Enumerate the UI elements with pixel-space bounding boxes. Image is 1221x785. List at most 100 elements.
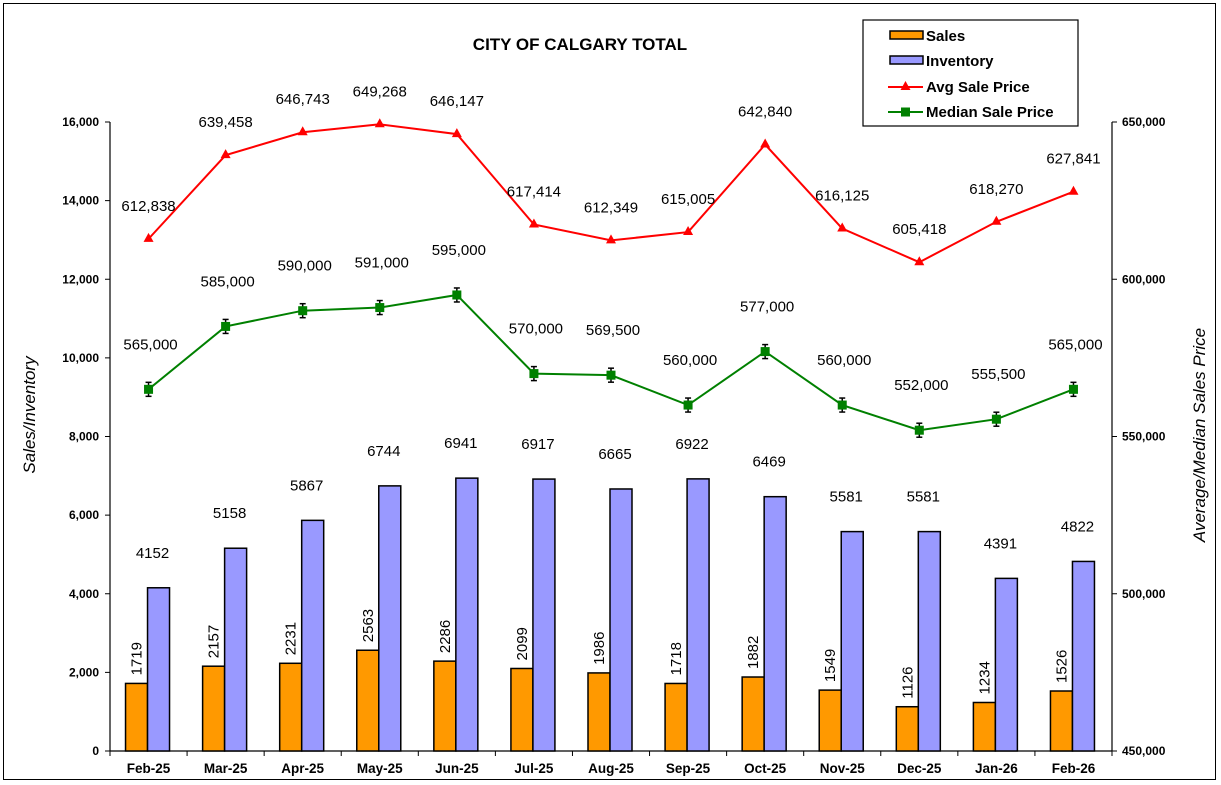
inventory-data-label: 4391 <box>984 535 1017 552</box>
avg-price-marker <box>1068 185 1079 195</box>
sales-bar <box>278 662 303 752</box>
avg-price-data-label: 612,349 <box>584 199 638 216</box>
sales-bar <box>972 701 997 752</box>
legend-label: Inventory <box>926 53 994 70</box>
x-axis: Feb-25 Mar-25 Apr-25 May-25 Jun-25 Jul-25 Aug-… <box>109 750 1113 776</box>
right-tick-label: 450,000 <box>1122 744 1166 758</box>
x-tick-label: Oct-25 <box>744 761 787 776</box>
inventory-bar <box>840 530 864 752</box>
median-price-marker <box>1068 384 1078 394</box>
avg-price-data-label: 612,838 <box>121 198 175 215</box>
median-price-data-label: 570,000 <box>509 321 563 338</box>
avg-price-marker <box>143 232 154 242</box>
median-price-data-label: 591,000 <box>355 255 409 272</box>
inventory-data-label: 5581 <box>907 489 940 506</box>
right-tick-label: 550,000 <box>1122 430 1166 444</box>
left-tick-label: 10,000 <box>62 351 99 365</box>
median-price-marker <box>144 384 154 394</box>
inventory-data-label: 4152 <box>136 545 169 562</box>
avg-price-marker <box>374 118 385 128</box>
inventory-bar <box>917 530 942 752</box>
median-price-data-label: 560,000 <box>663 352 717 369</box>
median-price-data-label: 585,000 <box>200 273 254 290</box>
left-tick-label: 14,000 <box>62 194 99 208</box>
sales-data-label: 2157 <box>206 625 223 658</box>
sales-data-label: 1234 <box>976 661 993 694</box>
avg-price-data-label: 649,268 <box>353 83 407 100</box>
avg-price-data-label: 618,270 <box>969 181 1023 198</box>
left-tick-label: 16,000 <box>62 115 99 129</box>
avg-price-marker <box>606 234 616 244</box>
sales-bar <box>818 689 842 752</box>
left-tick-label: 4,000 <box>69 587 99 601</box>
median-price-marker <box>375 303 385 313</box>
sales-data-label: 1526 <box>1053 650 1070 683</box>
inventory-bar <box>763 495 787 752</box>
avg-price-data-label: 605,418 <box>892 221 946 238</box>
inventory-bar <box>223 547 248 752</box>
inventory-bar <box>1071 560 1096 752</box>
x-tick-label: Jan-26 <box>975 761 1018 776</box>
inventory-data-label: 5158 <box>213 505 246 522</box>
inventory-data-label: 6469 <box>752 454 785 471</box>
sales-data-label: 1882 <box>745 636 762 669</box>
median-price-marker <box>221 321 231 331</box>
legend-swatch-sales <box>889 30 924 40</box>
sales-bar <box>741 676 765 752</box>
median-price-marker <box>452 290 462 300</box>
inventory-bar <box>532 478 556 752</box>
median-price-marker <box>760 347 770 357</box>
sales-data-label: 1986 <box>591 632 608 665</box>
triangle-icon <box>900 81 911 90</box>
lines <box>143 118 1079 438</box>
x-tick-label: May-25 <box>357 761 403 776</box>
left-axis: 0 2,000 4,000 6,000 8,000 10,000 12,000 14,000 1… <box>62 115 111 758</box>
sales-bar <box>510 667 534 752</box>
avg-price-marker <box>683 226 694 236</box>
legend-label: Avg Sale Price <box>926 79 1030 96</box>
median-sale-price-line <box>147 293 1074 432</box>
x-tick-label: Jun-25 <box>435 761 479 776</box>
inventory-data-label: 6922 <box>675 436 708 453</box>
inventory-bar <box>300 519 325 752</box>
legend: Sales Inventory Avg Sale Price Median Sale … <box>862 19 1079 127</box>
x-tick-label: Dec-25 <box>897 761 942 776</box>
inventory-bar <box>455 477 479 752</box>
avg-price-marker <box>991 215 1002 225</box>
median-price-marker <box>837 400 847 410</box>
inventory-data-label: 6917 <box>521 436 554 453</box>
legend-swatch-inventory <box>889 55 924 65</box>
inventory-data-label: 6744 <box>367 443 400 460</box>
avg-price-data-label: 642,840 <box>738 104 792 121</box>
inventory-data-label: 5867 <box>290 477 323 494</box>
median-price-data-label: 560,000 <box>817 352 871 369</box>
right-tick-label: 500,000 <box>1122 587 1166 601</box>
inventory-bar <box>609 488 633 752</box>
chart-title: CITY OF CALGARY TOTAL <box>473 35 687 54</box>
inventory-bar <box>686 478 710 752</box>
sales-bar <box>1049 690 1074 752</box>
left-tick-label: 2,000 <box>69 665 99 679</box>
sales-bar <box>433 660 457 752</box>
sales-bar <box>664 682 688 752</box>
x-tick-label: Feb-26 <box>1052 761 1096 776</box>
avg-price-data-label: 646,147 <box>430 93 484 110</box>
right-axis: 450,000 500,000 550,000 600,000 650,000 <box>1111 115 1166 758</box>
legend-label: Median Sale Price <box>926 104 1054 121</box>
median-price-marker <box>914 425 924 435</box>
median-price-data-label: 569,500 <box>586 322 640 339</box>
median-price-data-label: 552,000 <box>894 377 948 394</box>
x-tick-label: Apr-25 <box>281 761 324 776</box>
sales-data-label: 2231 <box>283 622 300 655</box>
sales-bar <box>124 682 149 752</box>
median-price-data-label: 595,000 <box>432 242 486 259</box>
median-price-data-label: 565,000 <box>1048 336 1102 353</box>
x-tick-label: Aug-25 <box>588 761 634 776</box>
right-tick-label: 650,000 <box>1122 115 1166 129</box>
left-tick-label: 8,000 <box>69 430 99 444</box>
inventory-data-label: 6665 <box>598 446 631 463</box>
legend-label: Sales <box>926 28 965 45</box>
avg-price-marker <box>528 218 539 228</box>
sales-data-label: 2286 <box>437 620 454 653</box>
